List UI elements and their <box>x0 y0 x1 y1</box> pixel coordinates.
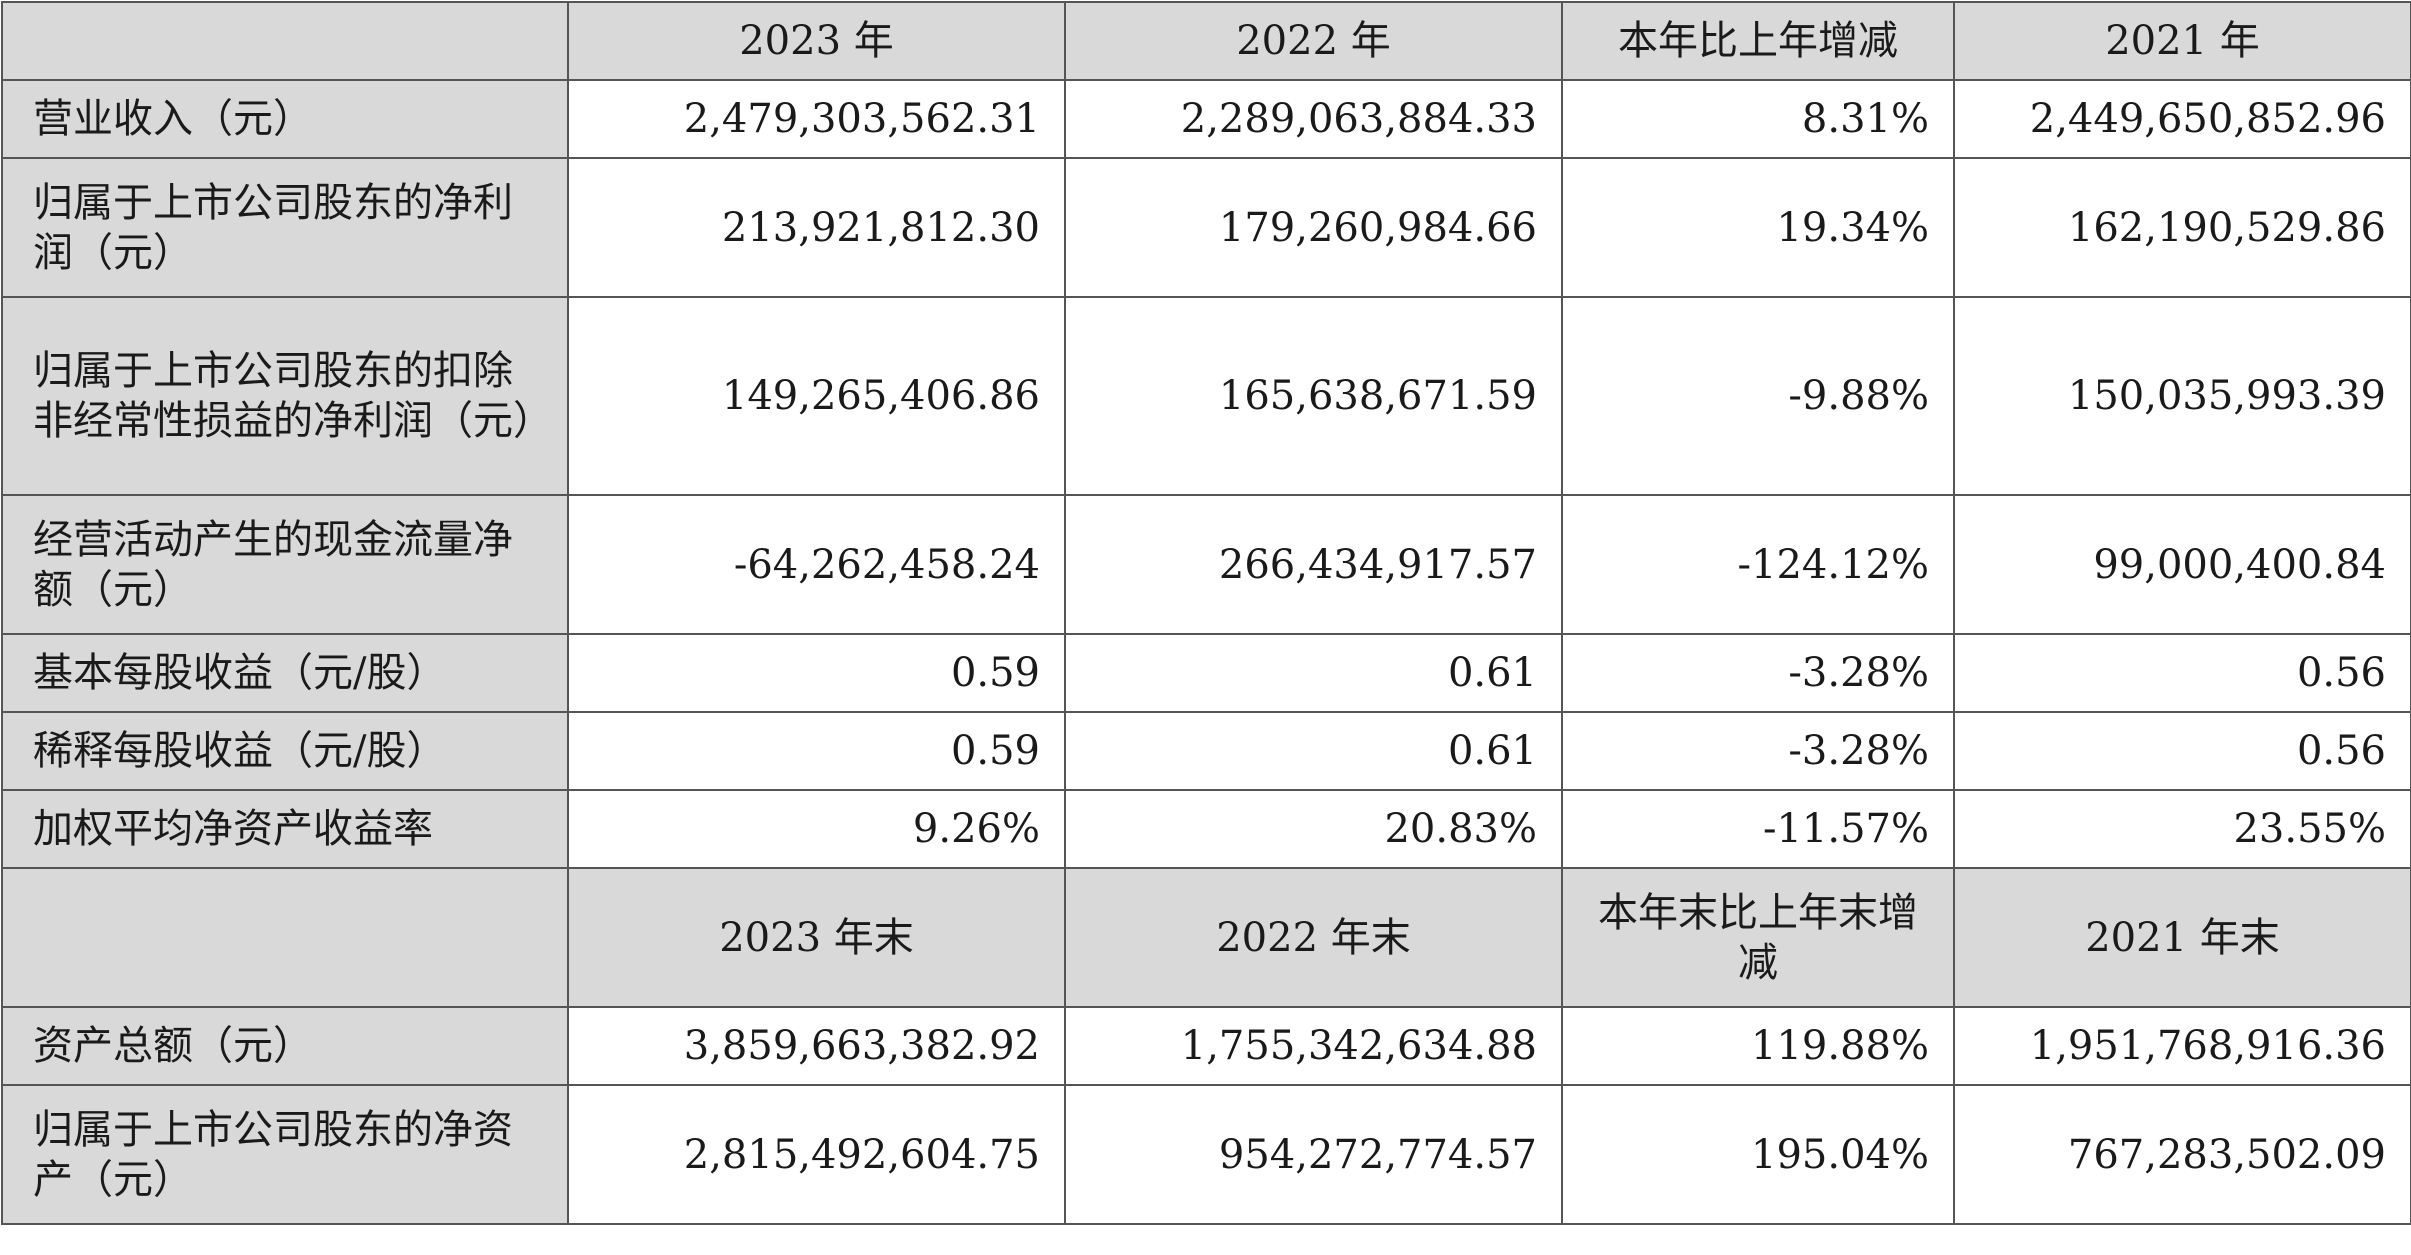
table-cell: 2,479,303,562.31 <box>567 79 1066 159</box>
table-row: 归属于上市公司股东的净利润（元） 213,921,812.30 179,260,… <box>1 157 2411 298</box>
table-cell: 162,190,529.86 <box>1953 157 2411 298</box>
header-cell-2022: 2022 年 <box>1064 1 1563 81</box>
table-row: 营业收入（元） 2,479,303,562.31 2,289,063,884.3… <box>1 79 2411 159</box>
table-cell: 119.88% <box>1561 1006 1955 1086</box>
row-label-diluted-eps: 稀释每股收益（元/股） <box>1 711 569 791</box>
table-cell: 149,265,406.86 <box>567 296 1066 496</box>
table-cell: 0.59 <box>567 633 1066 713</box>
table-row: 稀释每股收益（元/股） 0.59 0.61 -3.28% 0.56 <box>1 711 2411 791</box>
table-row: 归属于上市公司股东的扣除非经常性损益的净利润（元） 149,265,406.86… <box>1 296 2411 496</box>
table-row: 归属于上市公司股东的净资产（元） 2,815,492,604.75 954,27… <box>1 1084 2411 1225</box>
table-cell: 99,000,400.84 <box>1953 494 2411 635</box>
table-cell: -64,262,458.24 <box>567 494 1066 635</box>
table-cell: 767,283,502.09 <box>1953 1084 2411 1225</box>
subheader-cell-change: 本年末比上年末增减 <box>1561 867 1955 1008</box>
table-cell: 179,260,984.66 <box>1064 157 1563 298</box>
table-cell: 954,272,774.57 <box>1064 1084 1563 1225</box>
header-cell-blank <box>1 1 569 81</box>
table-cell: 0.61 <box>1064 633 1563 713</box>
table-row: 经营活动产生的现金流量净额（元） -64,262,458.24 266,434,… <box>1 494 2411 635</box>
table-cell: 2,815,492,604.75 <box>567 1084 1066 1225</box>
table-cell: 23.55% <box>1953 789 2411 869</box>
table-cell: -3.28% <box>1561 633 1955 713</box>
table-row: 加权平均净资产收益率 9.26% 20.83% -11.57% 23.55% <box>1 789 2411 869</box>
table-cell: 195.04% <box>1561 1084 1955 1225</box>
row-label-operating-cash-flow: 经营活动产生的现金流量净额（元） <box>1 494 569 635</box>
table-cell: -9.88% <box>1561 296 1955 496</box>
header-cell-2021: 2021 年 <box>1953 1 2411 81</box>
table-cell: 0.61 <box>1064 711 1563 791</box>
table-cell: 20.83% <box>1064 789 1563 869</box>
table-cell: 3,859,663,382.92 <box>567 1006 1066 1086</box>
row-label-revenue: 营业收入（元） <box>1 79 569 159</box>
subheader-cell-2022-end: 2022 年末 <box>1064 867 1563 1008</box>
table-cell: 213,921,812.30 <box>567 157 1066 298</box>
subheader-cell-2023-end: 2023 年末 <box>567 867 1066 1008</box>
table-row: 资产总额（元） 3,859,663,382.92 1,755,342,634.8… <box>1 1006 2411 1086</box>
row-label-total-assets: 资产总额（元） <box>1 1006 569 1086</box>
subheader-cell-2021-end: 2021 年末 <box>1953 867 2411 1008</box>
header-cell-2023: 2023 年 <box>567 1 1066 81</box>
table-cell: 0.56 <box>1953 711 2411 791</box>
subheader-cell-blank <box>1 867 569 1008</box>
table-cell: 19.34% <box>1561 157 1955 298</box>
table-subheader-row: 2023 年末 2022 年末 本年末比上年末增减 2021 年末 <box>1 867 2411 1008</box>
table-cell: 8.31% <box>1561 79 1955 159</box>
table-cell: 150,035,993.39 <box>1953 296 2411 496</box>
header-cell-change: 本年比上年增减 <box>1561 1 1955 81</box>
row-label-net-profit: 归属于上市公司股东的净利润（元） <box>1 157 569 298</box>
table-cell: -3.28% <box>1561 711 1955 791</box>
table-cell: 0.56 <box>1953 633 2411 713</box>
row-label-net-profit-deducted: 归属于上市公司股东的扣除非经常性损益的净利润（元） <box>1 296 569 496</box>
table-cell: 2,289,063,884.33 <box>1064 79 1563 159</box>
row-label-net-assets: 归属于上市公司股东的净资产（元） <box>1 1084 569 1225</box>
table-cell: -11.57% <box>1561 789 1955 869</box>
table-cell: 0.59 <box>567 711 1066 791</box>
financial-summary-table: 2023 年 2022 年 本年比上年增减 2021 年 营业收入（元） 2,4… <box>1 1 2411 1225</box>
row-label-roe: 加权平均净资产收益率 <box>1 789 569 869</box>
table-header-row: 2023 年 2022 年 本年比上年增减 2021 年 <box>1 1 2411 81</box>
table-cell: 165,638,671.59 <box>1064 296 1563 496</box>
row-label-basic-eps: 基本每股收益（元/股） <box>1 633 569 713</box>
table-cell: 1,755,342,634.88 <box>1064 1006 1563 1086</box>
table-cell: 2,449,650,852.96 <box>1953 79 2411 159</box>
table-cell: -124.12% <box>1561 494 1955 635</box>
table-row: 基本每股收益（元/股） 0.59 0.61 -3.28% 0.56 <box>1 633 2411 713</box>
table-cell: 9.26% <box>567 789 1066 869</box>
table-cell: 1,951,768,916.36 <box>1953 1006 2411 1086</box>
table-cell: 266,434,917.57 <box>1064 494 1563 635</box>
